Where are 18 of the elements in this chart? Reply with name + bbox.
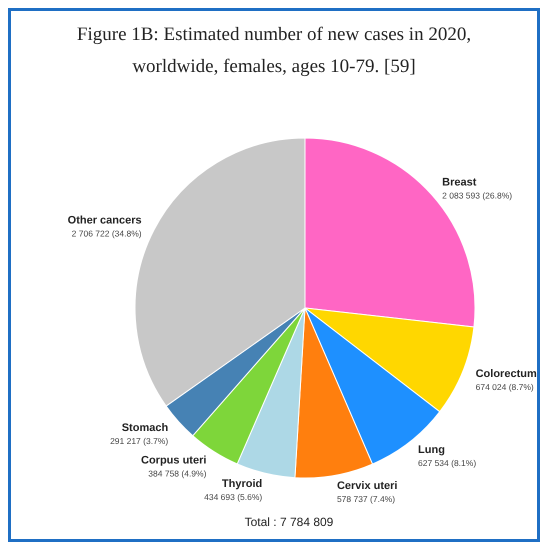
data-label: 384 758 (4.9%) — [148, 468, 207, 478]
data-label: 434 693 (5.6%) — [204, 492, 262, 502]
chart-title: Figure 1B: Estimated number of new cases in 2020, worldwide, females, ages 10-79. [59] — [76, 24, 472, 77]
data-label: 2 706 722 (34.8%) — [72, 228, 142, 238]
slice-label: Lung — [418, 444, 445, 456]
slice-label: Corpus uteri — [141, 454, 206, 466]
slice-label: Colorectum — [476, 368, 537, 380]
data-label: 627 534 (8.1%) — [418, 458, 476, 468]
text: Total : 7 784 809 — [244, 515, 334, 529]
slice-label: Other cancers — [68, 214, 142, 226]
data-label: 674 024 (8.7%) — [476, 382, 534, 392]
slice-label: Breast — [442, 176, 477, 188]
slice-label: Cervix uteri — [336, 480, 398, 492]
slice-label: Stomach — [122, 422, 168, 434]
data-label: 578 737 (7.4%) — [336, 494, 396, 504]
slice-label: Thyroid — [222, 478, 262, 490]
data-label: 2 083 593 (26.8%) — [442, 190, 512, 200]
data-label: 291 217 (3.7%) — [110, 436, 168, 446]
